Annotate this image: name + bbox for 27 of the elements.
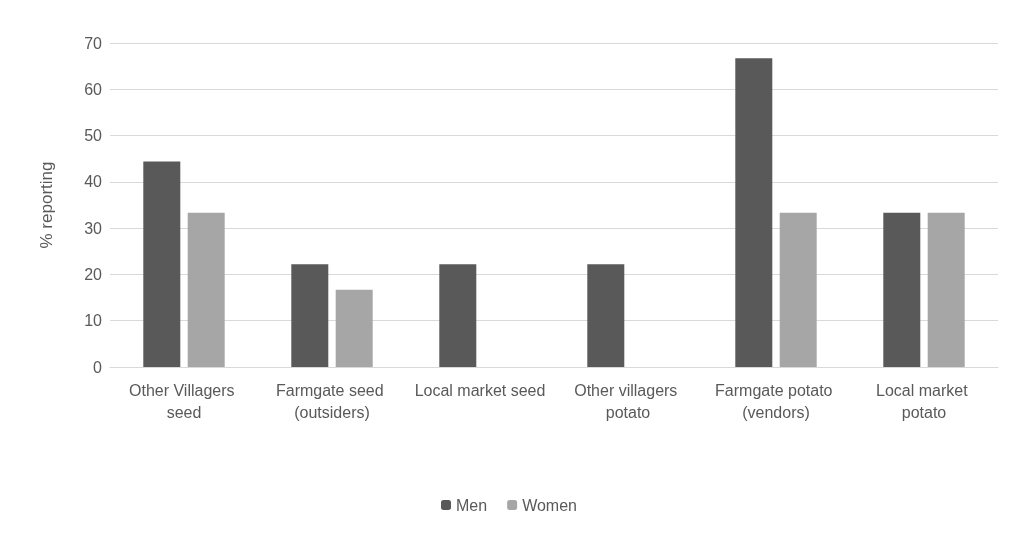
bar [735, 58, 773, 367]
y-tick-label: 40 [84, 173, 103, 191]
bar [439, 264, 477, 367]
bar [883, 212, 921, 367]
bar [187, 212, 225, 367]
legend-label: Men [456, 496, 488, 514]
x-tick-label: Farmgate potato (vendors) [715, 381, 837, 421]
bar [335, 289, 373, 367]
y-tick-label: 30 [84, 219, 103, 237]
x-tick-label: Other Villagers seed [129, 381, 239, 421]
y-tick-label: 10 [84, 312, 103, 330]
bar [779, 212, 817, 367]
y-tick-label: 60 [84, 80, 103, 98]
legend-label: Women [522, 496, 577, 514]
y-tick-label: 70 [84, 34, 103, 52]
bar [927, 212, 965, 367]
y-tick-label: 50 [84, 127, 103, 145]
y-tick-label: 20 [84, 265, 103, 283]
y-axis-title: % reporting [37, 161, 56, 249]
bar [291, 264, 329, 367]
x-tick-label: Local market potato [875, 381, 973, 421]
bar [143, 161, 181, 367]
x-tick-label: Local market seed [414, 381, 546, 399]
y-tick-label: 0 [93, 358, 103, 376]
x-tick-label: Other villagers potato [574, 381, 682, 421]
x-tick-label: Farmgate seed (outsiders) [275, 381, 389, 421]
bar [587, 264, 625, 367]
